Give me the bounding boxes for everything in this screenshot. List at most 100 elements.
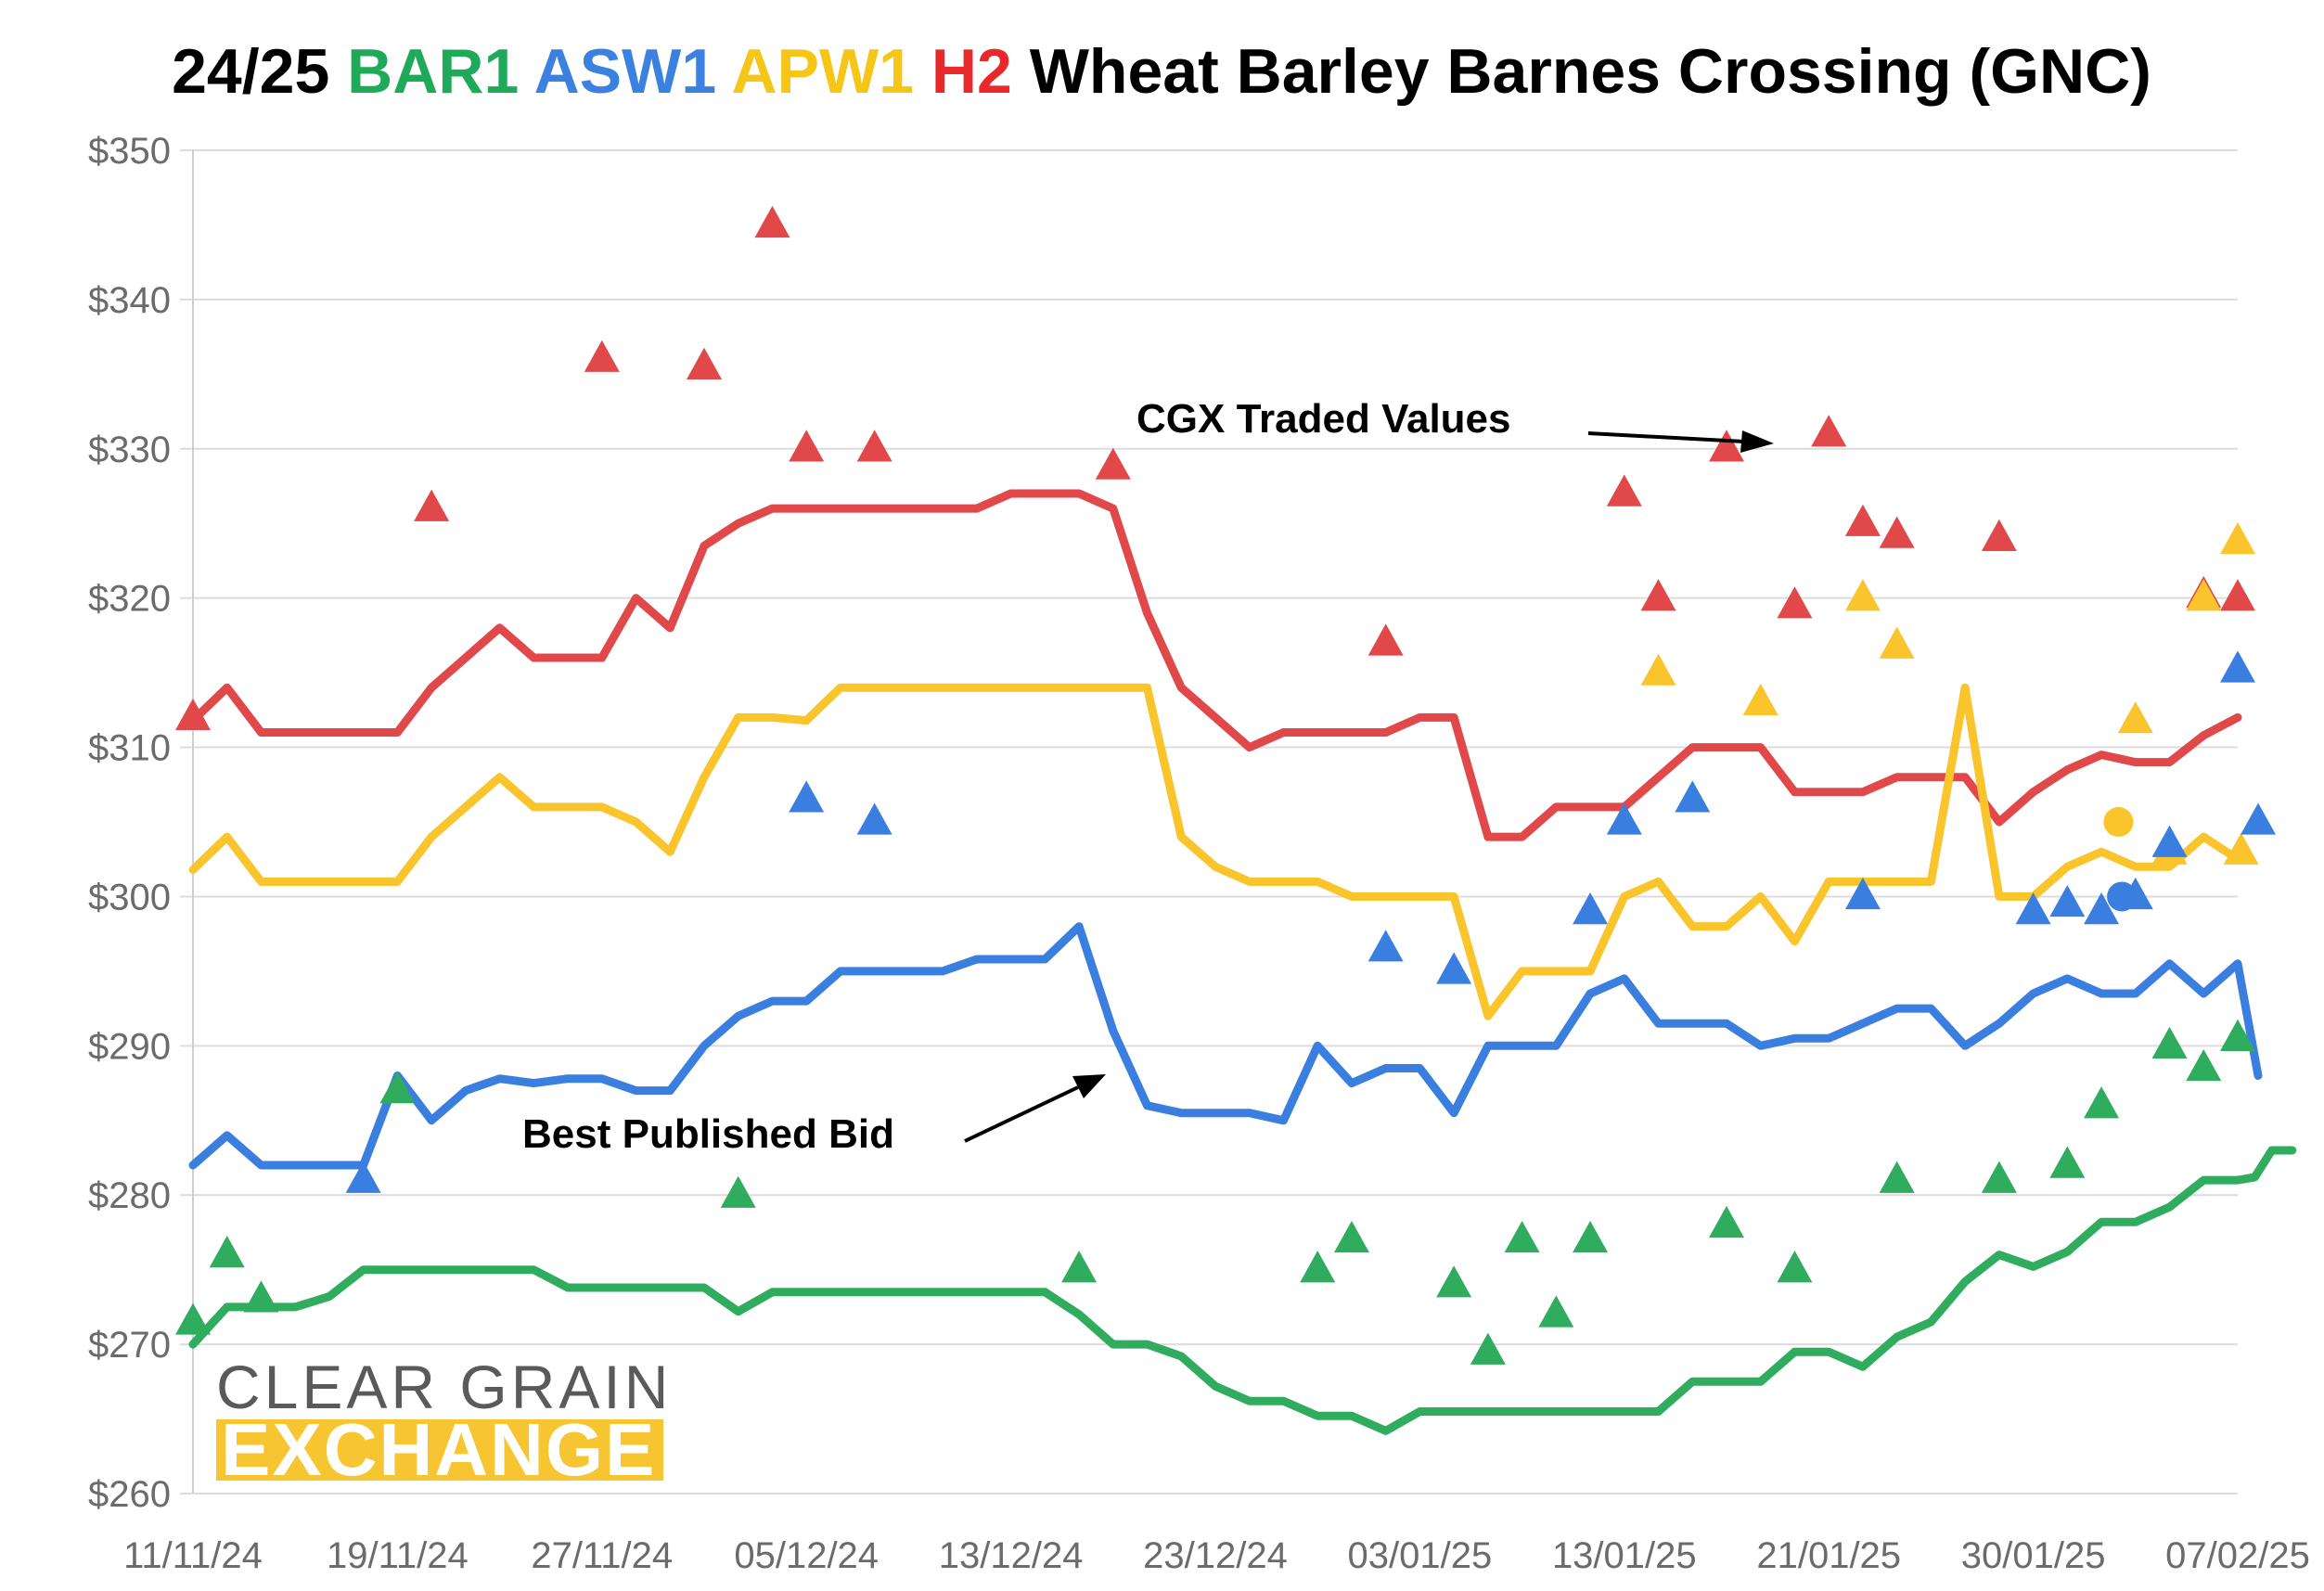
traded-circle-apw1 bbox=[2103, 807, 2134, 837]
traded-marker-asw1 bbox=[2084, 892, 2120, 925]
x-tick-label: 19/11/24 bbox=[327, 1535, 469, 1576]
traded-marker-h2 bbox=[1367, 623, 1404, 656]
y-tick-label: $280 bbox=[88, 1175, 171, 1216]
x-tick-label: 13/01/25 bbox=[1552, 1535, 1697, 1576]
y-tick-label: $260 bbox=[88, 1474, 171, 1515]
arrowhead-best-published-bid bbox=[1072, 1074, 1106, 1098]
y-tick-label: $270 bbox=[88, 1325, 171, 1366]
traded-marker-bar1 bbox=[1879, 1161, 1915, 1193]
traded-marker-apw1 bbox=[2220, 522, 2255, 555]
logo-line2: EXCHANGE bbox=[221, 1408, 656, 1491]
traded-marker-bar1 bbox=[379, 1071, 416, 1104]
traded-marker-h2 bbox=[1709, 430, 1744, 462]
title-part: Wheat Barley Barnes Crossing (GNC) bbox=[1012, 36, 2151, 107]
traded-markers bbox=[175, 205, 2277, 1365]
traded-circle-asw1 bbox=[2107, 881, 2138, 912]
traded-marker-h2 bbox=[584, 340, 620, 372]
traded-marker-bar1 bbox=[1981, 1161, 2017, 1193]
arrowhead-cgx-traded-values bbox=[1740, 430, 1774, 453]
traded-marker-asw1 bbox=[2049, 884, 2086, 917]
title-part: APW1 bbox=[732, 36, 914, 107]
traded-marker-bar1 bbox=[1538, 1295, 1574, 1328]
traded-marker-apw1 bbox=[2223, 832, 2259, 865]
traded-marker-h2 bbox=[1095, 447, 1131, 480]
traded-marker-bar1 bbox=[1333, 1220, 1369, 1253]
annotations: CGX Traded Values Best Published Bid bbox=[522, 396, 1774, 1157]
traded-marker-bar1 bbox=[1504, 1220, 1540, 1253]
traded-marker-asw1 bbox=[1675, 780, 1711, 813]
traded-marker-asw1 bbox=[856, 802, 892, 835]
traded-marker-bar1 bbox=[1436, 1265, 1472, 1298]
x-axis: 11/11/24 19/11/24 27/11/24 05/12/24 13/12/24… bbox=[123, 1535, 2310, 1576]
title-part: BAR1 bbox=[347, 36, 519, 107]
y-tick-label: $290 bbox=[88, 1026, 171, 1067]
title-part bbox=[914, 36, 931, 107]
traded-marker-h2 bbox=[2220, 579, 2255, 611]
traded-marker-apw1 bbox=[1879, 626, 1915, 659]
title-part: H2 bbox=[931, 36, 1012, 107]
traded-marker-bar1 bbox=[2084, 1086, 2120, 1119]
traded-marker-asw1 bbox=[1367, 930, 1404, 962]
traded-marker-bar1 bbox=[175, 1302, 211, 1335]
traded-marker-asw1 bbox=[1606, 802, 1642, 835]
chart-title: 24/25 BAR1 ASW1 APW1 H2 Wheat Barley Bar… bbox=[172, 36, 2151, 107]
traded-marker-asw1 bbox=[345, 1161, 381, 1193]
x-tick-label: 13/12/24 bbox=[939, 1535, 1084, 1576]
traded-marker-bar1 bbox=[2186, 1048, 2222, 1082]
title-part: ASW1 bbox=[534, 36, 716, 107]
y-tick-label: $300 bbox=[88, 877, 171, 917]
traded-marker-asw1 bbox=[1844, 877, 1881, 910]
traded-marker-h2 bbox=[175, 698, 211, 731]
traded-marker-h2 bbox=[1777, 586, 1813, 619]
traded-marker-h2 bbox=[1811, 415, 1847, 447]
annotation-cgx-traded-values: CGX Traded Values bbox=[1136, 396, 1511, 442]
bid-line-asw1 bbox=[188, 922, 2263, 1170]
y-axis: $260 $270 $280 $290 $300 $310 $320 $330 $340 $350 bbox=[88, 131, 194, 1515]
y-tick-label: $330 bbox=[88, 430, 171, 470]
y-tick-label: $340 bbox=[88, 280, 171, 321]
x-tick-label: 11/11/24 bbox=[123, 1535, 263, 1576]
traded-marker-h2 bbox=[1844, 504, 1881, 536]
y-tick-label: $350 bbox=[88, 131, 171, 172]
traded-marker-h2 bbox=[856, 430, 892, 462]
traded-marker-bar1 bbox=[209, 1236, 245, 1268]
x-tick-label: 03/01/25 bbox=[1348, 1535, 1493, 1576]
x-tick-label: 30/01/25 bbox=[1961, 1535, 2106, 1576]
title-part bbox=[716, 36, 731, 107]
traded-marker-h2 bbox=[687, 347, 722, 379]
traded-marker-apw1 bbox=[1640, 653, 1676, 686]
x-tick-label: 07/02/25 bbox=[2165, 1535, 2310, 1576]
x-tick-label: 21/01/25 bbox=[1756, 1535, 1901, 1576]
logo-accent-band bbox=[216, 1419, 663, 1481]
logo-line1: CLEAR GRAIN bbox=[216, 1353, 672, 1421]
y-tick-label: $320 bbox=[88, 579, 171, 620]
traded-marker-bar1 bbox=[2220, 1019, 2255, 1051]
traded-marker-bar1 bbox=[1300, 1251, 1336, 1283]
clear-grain-exchange-logo: CLEAR GRAIN EXCHANGE bbox=[216, 1353, 672, 1491]
traded-marker-apw1 bbox=[2117, 701, 2153, 734]
bid-line-h2 bbox=[188, 489, 2242, 841]
bid-line-apw1 bbox=[188, 683, 2242, 1020]
traded-marker-apw1 bbox=[1742, 683, 1778, 715]
arrow-best-published-bid bbox=[964, 1085, 1079, 1143]
traded-marker-bar1 bbox=[1777, 1251, 1813, 1283]
traded-marker-asw1 bbox=[2151, 825, 2188, 857]
arrow-cgx-traded-values bbox=[1587, 431, 1745, 443]
x-tick-label: 27/11/24 bbox=[531, 1535, 673, 1576]
traded-marker-asw1 bbox=[2015, 892, 2051, 925]
traded-marker-h2 bbox=[1640, 579, 1676, 611]
traded-marker-apw1 bbox=[1844, 579, 1881, 611]
gridlines bbox=[180, 149, 2238, 1495]
traded-marker-h2 bbox=[789, 430, 825, 462]
annotation-best-published-bid: Best Published Bid bbox=[522, 1111, 894, 1157]
traded-marker-apw1 bbox=[2186, 579, 2222, 611]
title-part bbox=[519, 36, 533, 107]
y-tick-label: $310 bbox=[88, 728, 171, 769]
bid-line-bar1 bbox=[188, 1146, 2297, 1435]
title-part: 24/25 bbox=[172, 36, 347, 107]
traded-marker-asw1 bbox=[2241, 802, 2277, 835]
traded-marker-h2 bbox=[754, 205, 790, 238]
traded-marker-h2 bbox=[1879, 516, 1915, 548]
traded-marker-asw1 bbox=[1436, 952, 1472, 984]
